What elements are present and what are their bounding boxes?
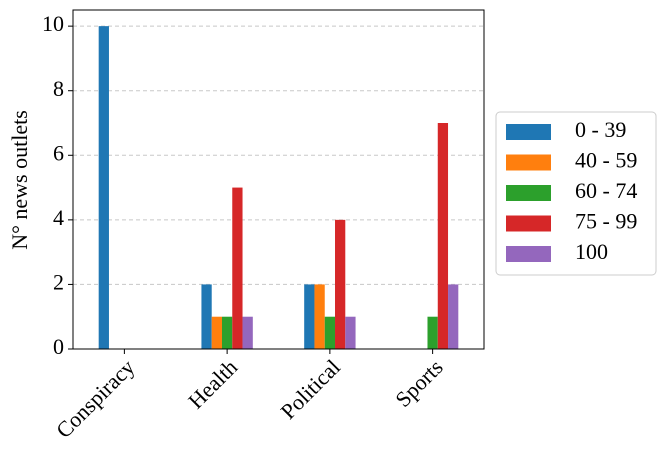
x-tick-label: Health (183, 354, 242, 413)
y-tick-label: 0 (53, 334, 64, 359)
bar (437, 123, 449, 349)
bar (211, 316, 222, 349)
legend-swatch (506, 154, 551, 171)
bar (98, 26, 109, 350)
legend-label: 75 - 99 (575, 209, 637, 234)
legend-label: 0 - 39 (575, 117, 626, 142)
bar (448, 284, 459, 349)
bar (232, 187, 243, 349)
bar (345, 316, 356, 349)
x-tick-label: Political (275, 354, 345, 424)
bar (314, 284, 325, 349)
bar (221, 316, 233, 349)
y-tick-label: 6 (53, 140, 64, 165)
plot-frame (72, 9, 485, 350)
y-tick-label: 8 (53, 76, 64, 101)
bar (427, 316, 438, 349)
legend-swatch (506, 215, 551, 232)
legend-swatch (506, 185, 551, 201)
bar (201, 284, 212, 349)
x-tick-label: Conspiracy (51, 354, 140, 443)
legend-box (495, 111, 657, 276)
legend-label: 40 - 59 (575, 148, 637, 173)
y-axis-label: N° news outlets (7, 110, 32, 250)
bar (335, 219, 346, 349)
bar (242, 316, 253, 349)
legend-swatch (506, 246, 551, 262)
y-tick-label: 4 (53, 205, 64, 230)
y-tick-label: 10 (42, 11, 64, 36)
legend-swatch (506, 124, 551, 140)
bar (324, 316, 336, 349)
legend-label: 60 - 74 (575, 178, 637, 203)
x-tick-label: Sports (390, 354, 447, 411)
legend-label: 100 (575, 239, 608, 264)
y-tick-label: 2 (53, 269, 64, 294)
bar (304, 284, 315, 349)
